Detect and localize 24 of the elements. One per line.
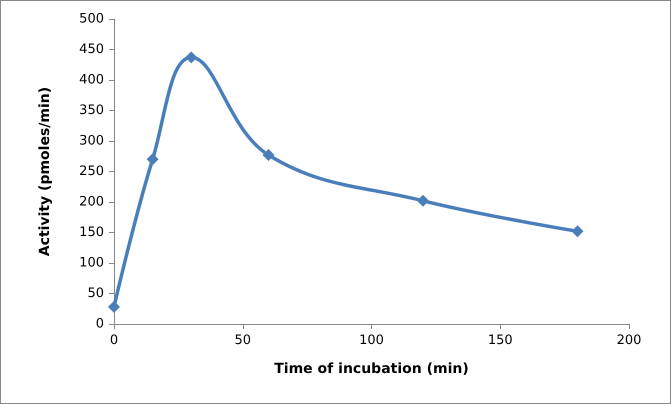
y-tick-label: 200 bbox=[79, 194, 104, 210]
x-tick-label: 150 bbox=[488, 333, 513, 348]
y-tick-label: 400 bbox=[79, 72, 104, 88]
y-tick-label: 450 bbox=[79, 42, 104, 57]
y-tick-label: 150 bbox=[79, 225, 104, 240]
point bbox=[185, 51, 198, 64]
point bbox=[262, 149, 274, 162]
x-tick-label: 200 bbox=[616, 333, 642, 348]
x-tick-label: 50 bbox=[234, 333, 252, 348]
x-tick-label: 0 bbox=[110, 333, 118, 348]
y-axis-title: Activity (pmoles/min) bbox=[37, 86, 53, 256]
y-tick-label: 500 bbox=[79, 12, 104, 26]
y-tick-label: 350 bbox=[79, 103, 104, 118]
point bbox=[417, 194, 429, 207]
point bbox=[572, 225, 584, 238]
x-tick-label: 100 bbox=[359, 333, 384, 348]
y-tick-label: 300 bbox=[79, 134, 104, 148]
y-tick-label: 250 bbox=[79, 164, 104, 179]
x-axis-title: Time of incubation (min) bbox=[274, 361, 469, 377]
point bbox=[108, 300, 120, 313]
point bbox=[146, 153, 159, 166]
y-tick-label: 0 bbox=[96, 316, 104, 332]
y-tick-label: 100 bbox=[79, 256, 104, 270]
y-tick-label: 50 bbox=[87, 286, 104, 301]
